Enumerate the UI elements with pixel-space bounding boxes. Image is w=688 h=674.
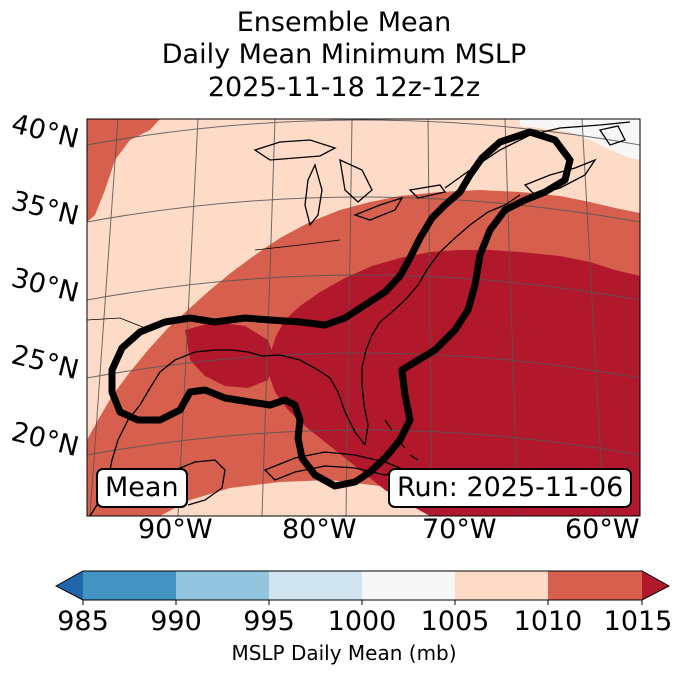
newfoundland-edge (598, 125, 626, 146)
cbar-seg-1000 (362, 571, 455, 600)
lat-line-35 (87, 196, 640, 223)
lon-line-70 (504, 119, 519, 516)
cbar-label-990: 990 (150, 606, 202, 637)
field-1000-1005-top (520, 119, 640, 160)
cbar-outline (54, 570, 671, 601)
gulf-coast (139, 349, 319, 406)
lon-label-70: 70°W (422, 514, 497, 545)
cbar-label-995: 995 (243, 606, 295, 637)
ensemble-contour (108, 128, 574, 490)
lake-ontario (408, 184, 447, 199)
title-line-2: Daily Mean Minimum MSLP (161, 39, 527, 70)
colorbar-title: MSLP Daily Mean (mb) (231, 641, 457, 665)
cbar-label-1010: 1010 (513, 606, 583, 637)
cbar-extend-low (56, 571, 83, 600)
lake-huron (339, 158, 373, 203)
cbar-label-1015: 1015 (603, 606, 673, 637)
lon-label-60: 60°W (565, 514, 640, 545)
lat-line-40 (87, 119, 640, 146)
field-1015-plus-gulf (185, 322, 275, 388)
lake-michigan (304, 163, 323, 227)
cbar-seg-985 (83, 571, 176, 600)
florida (317, 369, 366, 446)
lon-label-90: 90°W (138, 514, 213, 545)
east-coast (361, 194, 521, 446)
title-line-1: Ensemble Mean (236, 7, 452, 38)
lon-line-75 (427, 119, 433, 516)
cbar-extend-high (642, 571, 669, 600)
lake-erie (353, 196, 404, 221)
title-line-3: 2025-11-18 12z-12z (207, 72, 481, 103)
lat-line-20 (87, 429, 640, 456)
lon-line-65 (581, 119, 605, 516)
lake-superior (253, 139, 337, 161)
lat-line-25 (87, 352, 640, 379)
cbar-seg-995 (269, 571, 362, 600)
cbar-label-1000: 1000 (327, 606, 397, 637)
lon-line-95 (89, 119, 119, 516)
run-label: Run: 2025-11-06 (388, 468, 633, 508)
pressure-map (86, 118, 641, 517)
yucatan (174, 459, 226, 506)
field-1010-1015-nw (87, 119, 160, 222)
mean-label: Mean (96, 468, 188, 508)
lat-line-30 (87, 274, 640, 301)
cbar-label-985: 985 (57, 606, 109, 637)
cbar-seg-1010 (548, 571, 642, 600)
lon-label-80: 80°W (282, 514, 357, 545)
cbar-seg-990 (176, 571, 269, 600)
inland-border (87, 239, 341, 331)
field-1015-plus (268, 250, 640, 516)
map-frame (86, 118, 641, 517)
cbar-label-1005: 1005 (420, 606, 490, 637)
cbar-seg-1005 (455, 571, 548, 600)
